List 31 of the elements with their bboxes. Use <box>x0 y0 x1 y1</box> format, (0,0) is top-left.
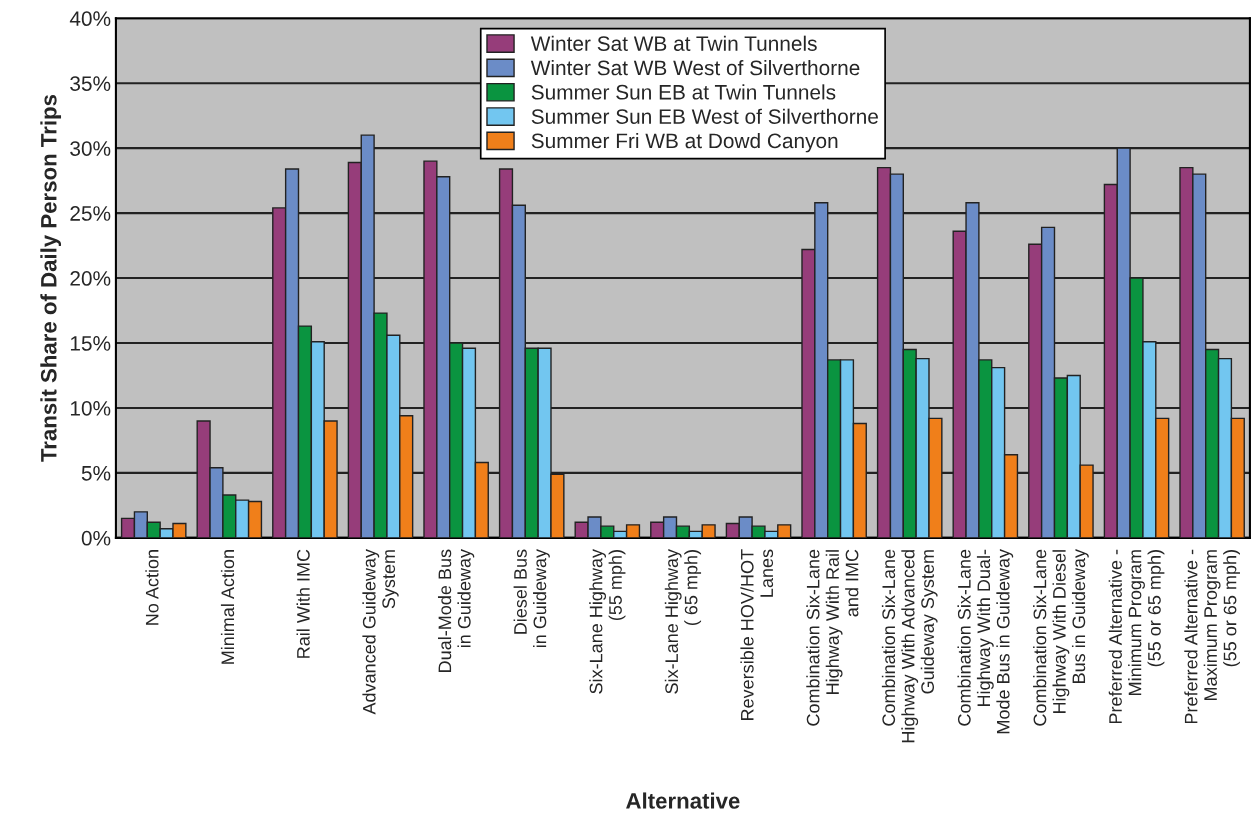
x-tick-label: Combination Six-Lane Highway With Diesel Bus in Guideway <box>1033 548 1089 726</box>
x-tick-label: Six-Lane Highway (55 mph) <box>589 548 626 694</box>
y-tick-label: 30% <box>70 141 111 156</box>
x-tick-label: No Action <box>145 550 159 625</box>
y-tick-label: 20% <box>70 271 111 286</box>
x-tick-label: Combination Six-Lane Highway With Advanced Guideway System <box>881 549 938 743</box>
x-tick-label: Preferred Alternative - Minimum Program (55 or 65 mph) <box>1108 549 1165 724</box>
y-tick-label: 15% <box>70 336 111 351</box>
x-tick-label: Preferred Alternative - Maximum Program (55 or 65 mph) <box>1184 549 1240 724</box>
y-tick-label: 10% <box>70 400 111 416</box>
x-tick-label: Reversible HOV/HOT Lanes <box>740 549 774 721</box>
y-tick-label: 35% <box>70 76 111 91</box>
x-tick-label: Rail With IMC <box>296 549 310 658</box>
legend-label: Winter Sat WB at Twin Tunnels <box>530 35 817 51</box>
legend-label: Summer Sun EB West of Silverthorne <box>531 108 878 124</box>
x-axis-title: Alternative <box>626 792 740 809</box>
y-axis-title: Transit Share of Daily Person Trips <box>40 94 62 462</box>
x-tick-label: Advanced Guideway System <box>362 548 399 715</box>
x-tick-label: Combination Six-Lane Highway With Dual- Mode Bus in Guideway <box>957 548 1014 734</box>
x-tick-label: Combination Six-Lane Highway With Rail and IMC <box>806 549 859 726</box>
legend-label: Winter Sat WB West of Silverthorne <box>530 59 860 76</box>
x-tick-label: Dual-Mode Bus in Guideway <box>437 548 475 672</box>
x-tick-label: Six-Lane Highway ( 65 mph) <box>664 548 702 694</box>
y-tick-label: 25% <box>70 206 111 221</box>
x-tick-label: Minimal Action <box>220 550 235 664</box>
y-tick-label: 0% <box>81 530 111 546</box>
y-tick-label: 5% <box>81 465 111 481</box>
legend-label: Summer Fri WB at Dowd Canyon <box>531 132 838 153</box>
y-tick-label: 40% <box>69 11 111 27</box>
x-tick-label: Diesel Bus in Guideway <box>513 548 550 648</box>
legend-label: Summer Sun EB at Twin Tunnels <box>531 84 836 100</box>
